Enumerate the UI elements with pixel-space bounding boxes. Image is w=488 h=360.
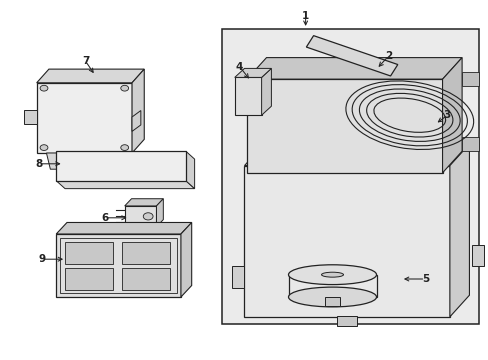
Bar xyxy=(56,151,185,181)
Bar xyxy=(234,77,261,115)
Bar xyxy=(232,266,244,288)
Text: 2: 2 xyxy=(385,51,391,61)
Circle shape xyxy=(143,213,153,220)
Ellipse shape xyxy=(288,265,376,284)
Polygon shape xyxy=(244,144,468,166)
Circle shape xyxy=(121,85,128,91)
Bar xyxy=(56,234,181,297)
Polygon shape xyxy=(132,69,144,153)
Bar xyxy=(37,83,132,153)
Ellipse shape xyxy=(288,287,376,307)
Polygon shape xyxy=(46,153,61,169)
Polygon shape xyxy=(246,58,461,79)
Bar xyxy=(65,268,112,290)
Text: 3: 3 xyxy=(443,110,450,120)
Ellipse shape xyxy=(321,272,343,277)
Polygon shape xyxy=(234,68,271,77)
Polygon shape xyxy=(124,199,163,206)
Bar xyxy=(288,275,376,297)
Bar xyxy=(122,242,170,264)
Polygon shape xyxy=(261,68,271,115)
Bar xyxy=(461,137,478,151)
Bar xyxy=(471,245,483,266)
Text: 6: 6 xyxy=(102,213,108,223)
Circle shape xyxy=(40,145,48,150)
Polygon shape xyxy=(185,151,194,189)
Polygon shape xyxy=(76,153,90,167)
Bar xyxy=(222,29,478,324)
Text: 5: 5 xyxy=(421,274,428,284)
Bar xyxy=(246,79,442,173)
Polygon shape xyxy=(37,69,144,83)
Bar xyxy=(244,166,449,317)
Text: 4: 4 xyxy=(235,62,243,72)
Polygon shape xyxy=(56,181,194,189)
Polygon shape xyxy=(132,111,141,131)
Circle shape xyxy=(40,85,48,91)
Text: 7: 7 xyxy=(81,56,89,66)
Bar xyxy=(124,206,156,227)
Bar xyxy=(122,268,170,290)
Text: 9: 9 xyxy=(38,254,45,264)
Polygon shape xyxy=(306,36,397,76)
Polygon shape xyxy=(181,222,191,297)
Polygon shape xyxy=(442,58,461,173)
Polygon shape xyxy=(24,110,37,124)
Polygon shape xyxy=(56,222,191,234)
Bar xyxy=(461,72,478,86)
Text: 8: 8 xyxy=(36,159,42,169)
Bar xyxy=(337,316,356,326)
Bar xyxy=(60,238,177,293)
Bar xyxy=(65,242,112,264)
Polygon shape xyxy=(449,144,468,317)
Text: 1: 1 xyxy=(302,11,308,21)
Polygon shape xyxy=(156,199,163,227)
Bar xyxy=(325,297,339,306)
Circle shape xyxy=(121,145,128,150)
